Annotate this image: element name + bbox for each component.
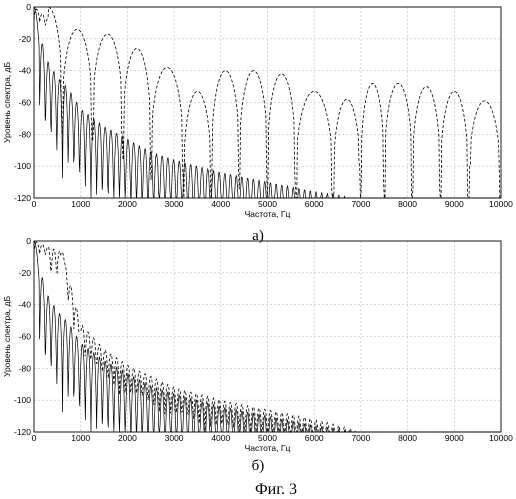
panel-label-b: б)	[252, 458, 265, 474]
chart-panel-a: 0 1000 2000 3000 4000 5000 6000 7000 8000 9000 100…	[2, 2, 513, 219]
x-axis-label: Частота, Гц	[245, 209, 291, 219]
x-tick-label: 6000	[305, 199, 324, 209]
x-tick-label: 10000	[489, 433, 513, 443]
x-tick-label: 5000	[258, 199, 277, 209]
x-tick-label: 10000	[489, 199, 513, 209]
y-tick-label: -120	[14, 427, 31, 437]
chart-panel-b: 0 1000 2000 3000 4000 5000 6000 7000 8000 9000 100…	[2, 236, 513, 453]
x-tick-label: 0	[32, 433, 37, 443]
y-tick-label: -100	[14, 395, 31, 405]
x-tick-label: 7000	[351, 433, 370, 443]
y-tick-label: -80	[19, 129, 32, 139]
x-tick-label: 9000	[445, 433, 464, 443]
x-tick-label: 6000	[305, 433, 324, 443]
y-tick-label: -120	[14, 193, 31, 203]
x-tick-label: 8000	[398, 433, 417, 443]
y-axis-label: Уровень спектра, дБ	[2, 62, 12, 144]
y-tick-label: -100	[14, 161, 31, 171]
x-tick-label: 2000	[118, 433, 137, 443]
x-tick-label: 3000	[165, 199, 184, 209]
x-tick-label: 1000	[71, 433, 90, 443]
x-tick-label: 4000	[211, 433, 230, 443]
x-tick-label: 5000	[258, 433, 277, 443]
y-axis-label: Уровень спектра, дБ	[2, 296, 12, 378]
x-tick-label: 0	[32, 199, 37, 209]
x-tick-label: 2000	[118, 199, 137, 209]
x-tick-label: 8000	[398, 199, 417, 209]
y-tick-label: -20	[19, 268, 32, 278]
figure-caption: Фиг. 3	[255, 481, 297, 498]
x-tick-label: 1000	[71, 199, 90, 209]
x-tick-label: 7000	[351, 199, 370, 209]
y-tick-label: -60	[19, 98, 32, 108]
y-tick-label: -40	[19, 300, 32, 310]
panel-label-a: а)	[252, 228, 264, 244]
x-tick-label: 3000	[165, 433, 184, 443]
x-axis-label: Частота, Гц	[245, 443, 291, 453]
y-tick-label: -20	[19, 34, 32, 44]
y-tick-label: 0	[26, 2, 31, 12]
y-tick-label: -40	[19, 66, 32, 76]
y-tick-label: 0	[26, 236, 31, 246]
y-tick-label: -80	[19, 363, 32, 373]
x-tick-label: 4000	[211, 199, 230, 209]
x-tick-label: 9000	[445, 199, 464, 209]
y-tick-label: -60	[19, 332, 32, 342]
